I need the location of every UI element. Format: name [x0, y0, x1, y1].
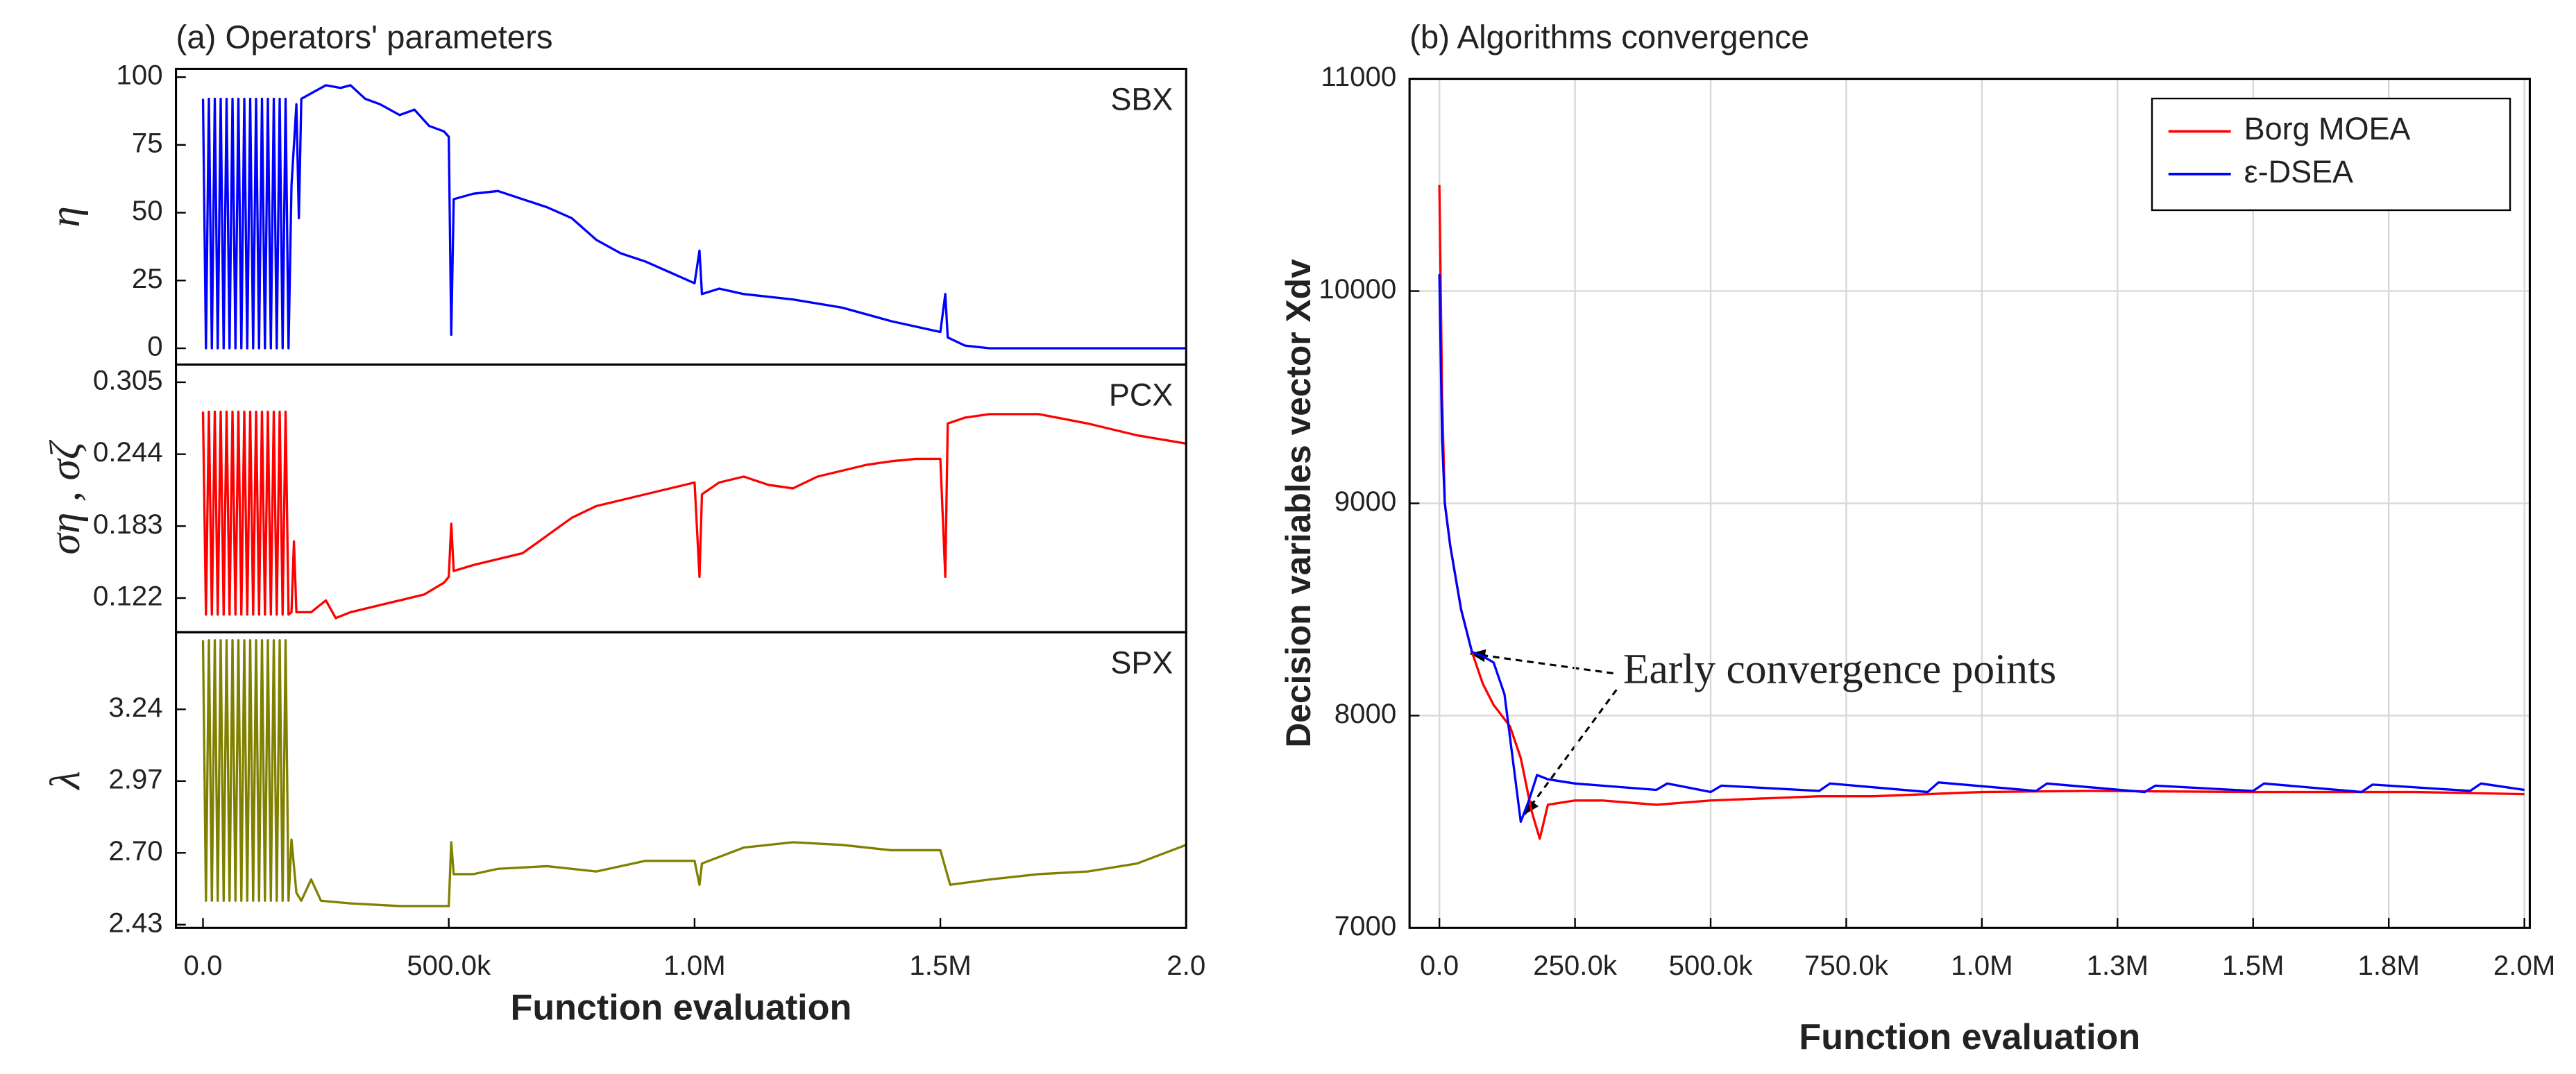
y-tick-label: 75 [132, 127, 163, 158]
y-axis-label: η [42, 206, 89, 228]
x-tick-label: 1.8M [2357, 950, 2419, 981]
y-tick-label: 25 [132, 263, 163, 294]
y-tick-label: 0 [147, 331, 162, 362]
panel-label: SBX [1110, 82, 1173, 117]
plot-frame [1408, 78, 2531, 929]
y-tick-label: 0.122 [93, 581, 163, 612]
x-tick-label: 2.0 [1167, 950, 1205, 981]
y-tick-label: 2.43 [108, 907, 162, 938]
x-tick-label: 0.0 [1420, 950, 1459, 981]
y-tick-label: 7000 [1334, 910, 1396, 941]
y-tick-label: 2.70 [108, 835, 162, 867]
y-tick-label: 9000 [1334, 486, 1396, 517]
x-tick-label: 500.0k [407, 950, 491, 981]
x-tick-label: 250.0k [1533, 950, 1618, 981]
chart-title: (b) Algorithms convergence [1409, 19, 1809, 56]
y-tick-label: 10000 [1319, 273, 1396, 305]
legend-box [2151, 97, 2511, 212]
y-tick-label: 0.305 [93, 365, 163, 396]
legend-label: ε-DSEA [2244, 154, 2353, 189]
data-line [201, 410, 1187, 620]
y-axis-label: Decision variables vector Xdv [1279, 259, 1318, 748]
x-tick-label: 0.0 [184, 950, 223, 981]
panel-label: SPX [1110, 645, 1173, 680]
annotation: Early convergence points [1623, 646, 2056, 693]
y-axis-label: λ [42, 771, 89, 791]
arrow [1470, 649, 1613, 674]
x-tick-label: 1.0M [1951, 950, 2012, 981]
plot-frame [175, 363, 1187, 633]
plot-frame [175, 67, 1187, 366]
panel-label: PCX [1109, 377, 1173, 413]
annotation-arrows [1470, 649, 1618, 815]
legend-label: Borg MOEA [2244, 111, 2411, 146]
x-tick-label: 1.3M [2087, 950, 2149, 981]
x-tick-label: 1.5M [909, 950, 971, 981]
y-tick-label: 3.24 [108, 692, 162, 723]
y-tick-label: 50 [132, 195, 163, 226]
data-line [201, 639, 1187, 907]
x-axis-label: Function evaluation [1799, 1017, 2140, 1057]
y-axis-label: ση , σζ [42, 439, 89, 554]
x-tick-label: 1.5M [2222, 950, 2284, 981]
y-tick-label: 11000 [1321, 61, 1396, 92]
chart-title: (a) Operators' parameters [176, 19, 553, 56]
arrow [1523, 689, 1618, 815]
x-tick-label: 1.0M [663, 950, 725, 981]
y-tick-label: 0.183 [93, 509, 163, 540]
x-tick-label: 500.0k [1669, 950, 1754, 981]
y-tick-label: 2.97 [108, 763, 162, 794]
data-line [1438, 274, 2525, 824]
x-axis-label: Function evaluation [511, 987, 852, 1028]
y-tick-label: 8000 [1334, 698, 1396, 729]
x-tick-label: 2.0M [2493, 950, 2555, 981]
y-tick-label: 100 [117, 60, 163, 91]
data-line [201, 84, 1187, 350]
y-tick-label: 0.244 [93, 436, 163, 468]
plot-frame [175, 631, 1187, 929]
x-tick-label: 750.0k [1804, 950, 1889, 981]
